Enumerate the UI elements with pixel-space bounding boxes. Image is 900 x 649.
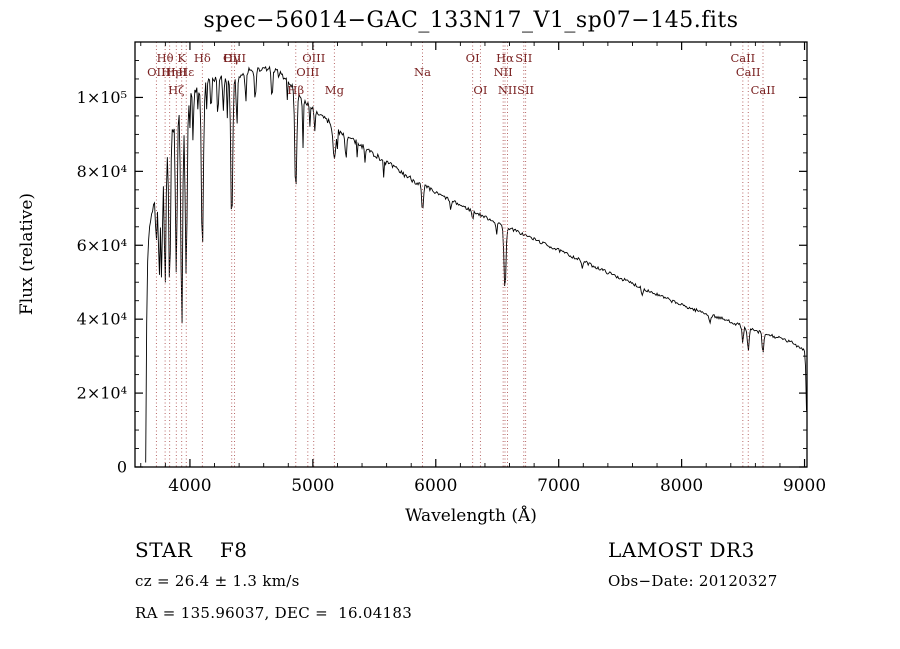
marker-label: OI — [473, 83, 487, 97]
x-tick-label: 6000 — [414, 476, 457, 496]
survey-text: LAMOST DR3 — [608, 538, 755, 562]
y-tick-label: 4×10⁴ — [77, 310, 127, 329]
marker-label: Hε — [178, 65, 194, 79]
x-tick-label: 9000 — [783, 476, 826, 496]
marker-label: Hδ — [194, 51, 211, 65]
marker-label: Hα — [496, 51, 514, 65]
y-tick-label: 8×10⁴ — [77, 162, 127, 181]
y-tick-label: 6×10⁴ — [77, 236, 127, 255]
cz-text: cz = 26.4 ± 1.3 km/s — [135, 572, 300, 590]
plot-border — [134, 41, 808, 468]
y-tick-label: 1×10⁵ — [77, 88, 127, 107]
marker-label: NII — [494, 65, 513, 79]
x-tick-label: 5000 — [291, 476, 334, 496]
marker-label: NII — [498, 83, 517, 97]
marker-label: Hβ — [287, 83, 304, 97]
x-axis-title: Wavelength (Å) — [405, 505, 537, 526]
obs-date-text: Obs−Date: 20120327 — [608, 572, 778, 590]
marker-label: Mg — [325, 83, 345, 97]
y-tick-label: 2×10⁴ — [77, 384, 127, 403]
marker-label: OI — [466, 51, 480, 65]
spectrum-path — [145, 65, 807, 463]
x-tick-label: 4000 — [168, 476, 211, 496]
x-tick-label: 7000 — [537, 476, 580, 496]
marker-label: Hη — [161, 65, 178, 79]
marker-label: Hθ — [157, 51, 174, 65]
marker-label: HeI — [166, 65, 187, 79]
ra-dec-text: RA = 135.96037, DEC = 16.04183 — [135, 604, 413, 622]
marker-label: SII — [517, 83, 534, 97]
plot-title: spec−56014−GAC_133N17_V1_sp07−145.fits — [203, 8, 738, 33]
marker-label: OIII — [302, 51, 325, 65]
marker-label: OIII — [223, 51, 246, 65]
marker-label: CaII — [751, 83, 776, 97]
marker-label: K — [177, 51, 186, 65]
marker-label: Hγ — [223, 51, 240, 65]
marker-label: SII — [515, 51, 532, 65]
y-tick-label: 0 — [117, 458, 127, 477]
marker-label: OIII — [296, 65, 319, 79]
marker-label: OII — [147, 65, 166, 79]
marker-label: CaII — [736, 65, 761, 79]
x-tick-label: 8000 — [660, 476, 703, 496]
y-axis-title: Flux (relative) — [17, 193, 37, 315]
classification-text: STAR F8 — [135, 538, 248, 562]
marker-label: Hζ — [168, 83, 184, 97]
marker-label: Na — [414, 65, 431, 79]
marker-label: CaII — [730, 51, 755, 65]
